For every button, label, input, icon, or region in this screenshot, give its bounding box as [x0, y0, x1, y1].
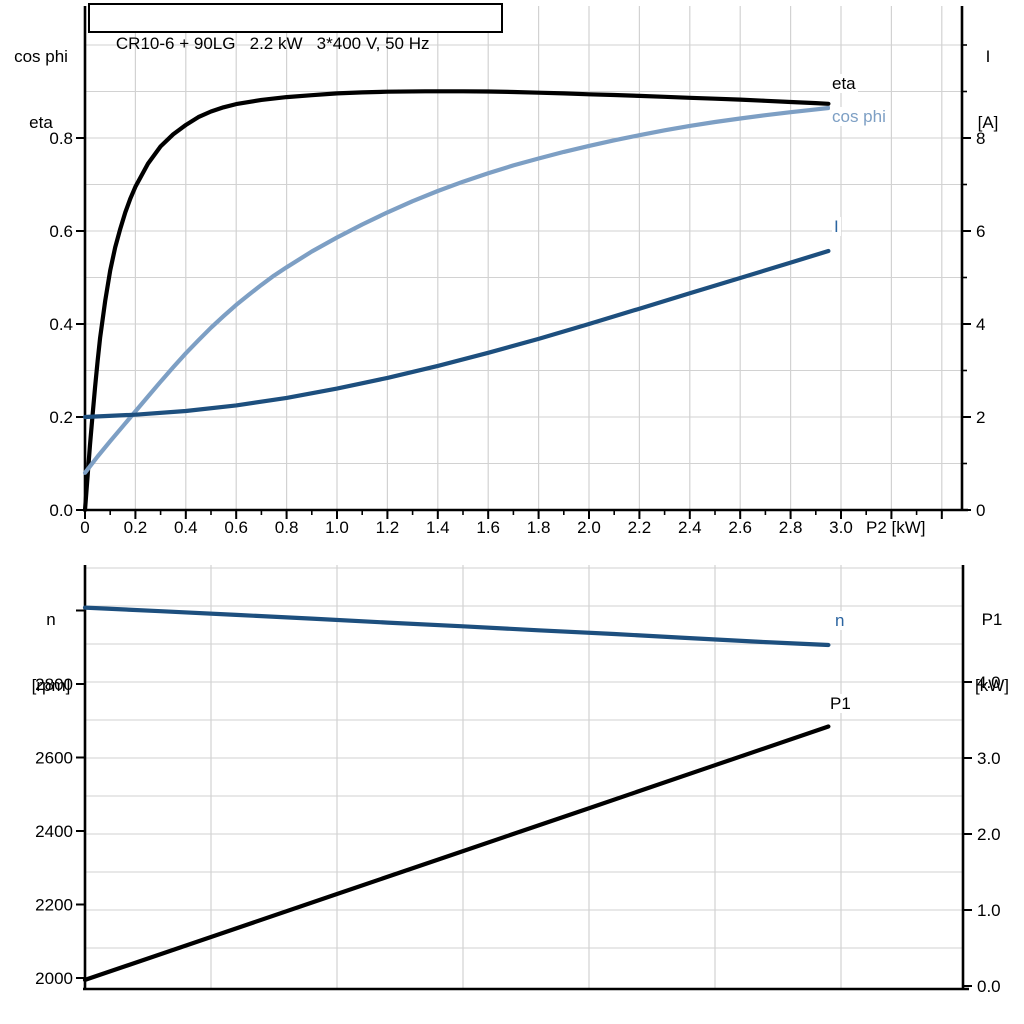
x-tick-label: 0.2: [124, 518, 148, 537]
x-tick-label: 1.8: [527, 518, 551, 537]
left-tick-label: 2600: [35, 749, 73, 768]
x-tick-label: 2.2: [628, 518, 652, 537]
x-tick-label: 0.6: [224, 518, 248, 537]
right-tick-label: 2.0: [977, 825, 1001, 844]
right-tick-label: 6: [976, 222, 985, 241]
x-axis-label: P2 [kW]: [866, 518, 926, 537]
right-tick-label: 1.0: [977, 901, 1001, 920]
x-tick-label: 2.4: [678, 518, 702, 537]
top-left-axis-title: cos phi eta: [2, 2, 80, 178]
eta-curve-label: eta: [830, 74, 858, 93]
curve-eta: [82, 89, 831, 513]
input-power-curve-label: P1: [828, 694, 853, 713]
current-curve-label: I: [832, 217, 841, 236]
x-tick-label: 0.4: [174, 518, 198, 537]
curve-P1: [82, 724, 831, 982]
curve-I: [82, 248, 831, 420]
x-tick-label: 3.0: [829, 518, 853, 537]
kw-unit-label: [kW]: [975, 676, 1009, 695]
left-tick-label: 2000: [35, 969, 73, 988]
left-tick-label: 0.6: [49, 222, 73, 241]
left-tick-label: 0.4: [49, 315, 73, 334]
speed-axis-label: n: [46, 610, 56, 629]
cos-phi-axis-label: cos phi: [14, 47, 68, 66]
x-tick-label: 1.2: [376, 518, 400, 537]
chart-title-box: CR10-6 + 90LG 2.2 kW 3*400 V, 50 Hz: [88, 3, 503, 53]
right-tick-label: 8: [976, 129, 985, 148]
left-tick-label: 0.8: [49, 129, 73, 148]
left-tick-label: 2400: [35, 822, 73, 841]
input-power-axis-label: P1: [981, 610, 1003, 629]
right-tick-label: 2: [976, 408, 985, 427]
right-tick-label: 0.0: [977, 977, 1001, 996]
current-axis-label: I: [985, 47, 991, 66]
left-tick-label: 2200: [35, 896, 73, 915]
x-tick-label: 1.0: [325, 518, 349, 537]
x-tick-label: 1.6: [476, 518, 500, 537]
cos-phi-curve-label: cos phi: [830, 107, 888, 126]
rpm-unit-label: [rpm]: [31, 676, 71, 695]
top-right-axis-title: I [A]: [958, 2, 1018, 178]
right-tick-label: 3.0: [977, 749, 1001, 768]
right-tick-label: 0: [976, 501, 985, 520]
left-tick-label: 2800: [35, 675, 73, 694]
x-tick-label: 0.8: [275, 518, 299, 537]
curve-n: [82, 605, 831, 648]
x-tick-label: 2.6: [728, 518, 752, 537]
curve-cos-phi: [82, 105, 831, 475]
x-tick-label: 0: [80, 518, 89, 537]
speed-curve-label: n: [833, 611, 847, 630]
right-tick-label: 4: [976, 315, 985, 334]
ampere-unit-label: [A]: [977, 113, 999, 132]
chart-title: CR10-6 + 90LG 2.2 kW 3*400 V, 50 Hz: [115, 34, 430, 53]
right-tick-label: 4.0: [977, 673, 1001, 692]
bottom-left-axis-title: n [rpm]: [16, 565, 86, 741]
bottom-right-axis-title: P1 [kW]: [960, 565, 1024, 741]
eta-axis-label: eta: [29, 113, 53, 132]
x-tick-label: 2.8: [779, 518, 803, 537]
left-tick-label: 0.2: [49, 408, 73, 427]
x-tick-label: 1.4: [426, 518, 450, 537]
x-tick-label: 2.0: [577, 518, 601, 537]
left-tick-label: 0.0: [49, 501, 73, 520]
